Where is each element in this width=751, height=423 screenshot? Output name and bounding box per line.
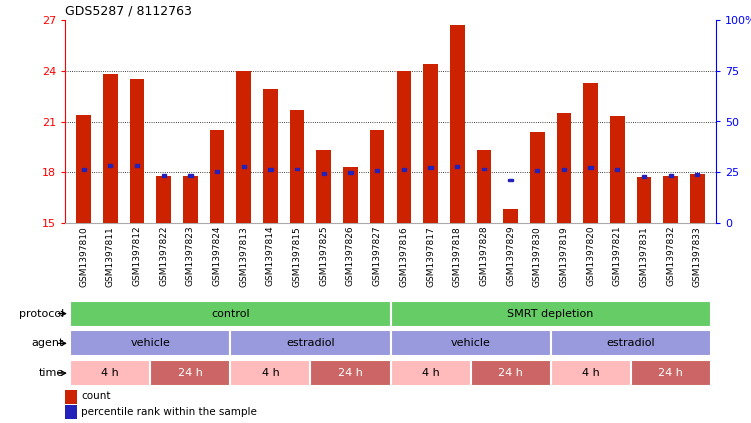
Bar bbox=[503, 209, 518, 223]
Bar bbox=[477, 150, 491, 223]
Bar bbox=[82, 168, 86, 171]
Bar bbox=[321, 172, 326, 175]
Bar bbox=[610, 116, 625, 223]
Text: agent: agent bbox=[32, 338, 64, 349]
Bar bbox=[637, 177, 651, 223]
Bar bbox=[562, 168, 566, 171]
Bar bbox=[550, 360, 631, 386]
Bar bbox=[455, 165, 460, 168]
Text: 24 h: 24 h bbox=[498, 368, 523, 378]
Text: vehicle: vehicle bbox=[451, 338, 490, 349]
Text: time: time bbox=[39, 368, 64, 378]
Bar bbox=[631, 360, 710, 386]
Text: control: control bbox=[211, 309, 250, 319]
Bar bbox=[402, 168, 406, 171]
Bar bbox=[343, 167, 357, 223]
Bar bbox=[471, 360, 550, 386]
Bar bbox=[108, 164, 113, 167]
Text: percentile rank within the sample: percentile rank within the sample bbox=[81, 407, 257, 417]
Bar bbox=[535, 169, 539, 172]
Bar bbox=[290, 110, 304, 223]
Bar bbox=[615, 168, 620, 171]
Bar bbox=[375, 169, 379, 172]
Text: 24 h: 24 h bbox=[178, 368, 203, 378]
Bar bbox=[316, 150, 331, 223]
Bar bbox=[65, 390, 77, 404]
Bar bbox=[584, 82, 598, 223]
Text: vehicle: vehicle bbox=[131, 338, 170, 349]
Bar bbox=[695, 173, 699, 176]
Bar bbox=[71, 301, 391, 327]
Bar bbox=[71, 360, 150, 386]
Bar bbox=[215, 170, 219, 173]
Bar bbox=[71, 330, 231, 356]
Text: estradiol: estradiol bbox=[606, 338, 655, 349]
Bar bbox=[481, 168, 486, 170]
Bar bbox=[231, 330, 391, 356]
Bar bbox=[135, 164, 139, 167]
Bar bbox=[369, 130, 385, 223]
Bar bbox=[556, 113, 572, 223]
Bar bbox=[391, 301, 710, 327]
Bar bbox=[242, 165, 246, 168]
Bar bbox=[189, 174, 192, 177]
Text: 24 h: 24 h bbox=[658, 368, 683, 378]
Text: estradiol: estradiol bbox=[286, 338, 335, 349]
Bar bbox=[589, 166, 593, 168]
Bar bbox=[391, 330, 550, 356]
Bar bbox=[183, 176, 198, 223]
Bar bbox=[508, 179, 513, 181]
Bar bbox=[268, 168, 273, 171]
Bar bbox=[231, 360, 310, 386]
Bar bbox=[423, 64, 438, 223]
Text: GDS5287 / 8112763: GDS5287 / 8112763 bbox=[65, 5, 192, 17]
Bar bbox=[663, 176, 678, 223]
Bar bbox=[161, 174, 166, 177]
Bar bbox=[550, 330, 710, 356]
Bar bbox=[156, 176, 171, 223]
Bar bbox=[642, 175, 646, 178]
Bar bbox=[348, 171, 353, 173]
Text: SMRT depletion: SMRT depletion bbox=[508, 309, 594, 319]
Bar bbox=[690, 174, 704, 223]
Bar bbox=[391, 360, 471, 386]
Text: protocol: protocol bbox=[19, 309, 64, 319]
Text: 4 h: 4 h bbox=[421, 368, 439, 378]
Bar bbox=[263, 89, 278, 223]
Bar bbox=[295, 168, 299, 170]
Bar bbox=[237, 71, 251, 223]
Bar bbox=[310, 360, 391, 386]
Bar bbox=[103, 74, 118, 223]
Text: count: count bbox=[81, 391, 111, 401]
Bar bbox=[65, 406, 77, 419]
Text: 24 h: 24 h bbox=[338, 368, 363, 378]
Text: 4 h: 4 h bbox=[582, 368, 599, 378]
Bar bbox=[397, 71, 412, 223]
Bar bbox=[210, 130, 225, 223]
Bar bbox=[450, 25, 465, 223]
Bar bbox=[428, 166, 433, 168]
Bar bbox=[530, 132, 544, 223]
Bar bbox=[130, 79, 144, 223]
Text: 4 h: 4 h bbox=[261, 368, 279, 378]
Text: 4 h: 4 h bbox=[101, 368, 119, 378]
Bar bbox=[77, 115, 91, 223]
Bar bbox=[668, 174, 673, 177]
Bar bbox=[150, 360, 231, 386]
